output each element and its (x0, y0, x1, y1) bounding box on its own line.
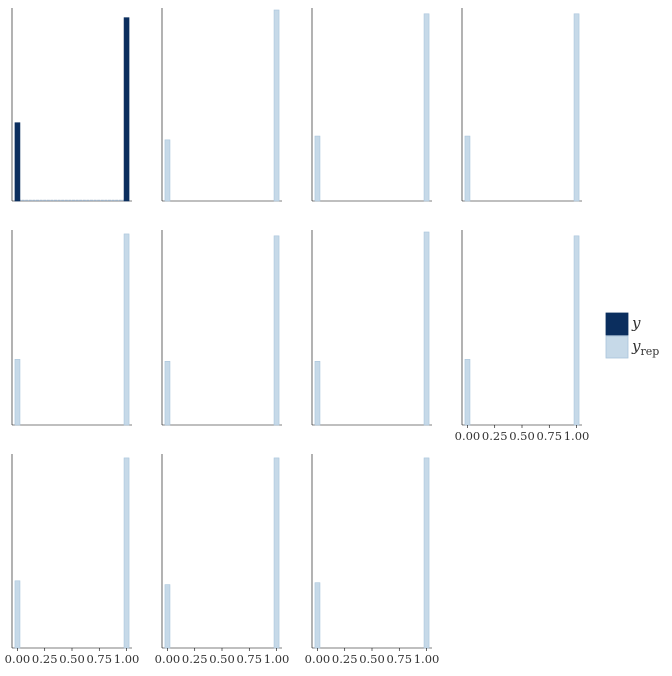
panel-7 (311, 230, 432, 426)
x-tick-label: 0.75 (386, 652, 412, 666)
legend: y yrep (605, 312, 659, 359)
empty-bin (64, 199, 68, 201)
panel-5 (11, 230, 132, 426)
legend-key-y (605, 312, 629, 336)
empty-bin (28, 199, 32, 201)
bar-zero (14, 580, 21, 649)
bar-one (273, 9, 280, 202)
empty-bin (97, 199, 101, 201)
empty-bin (46, 199, 50, 201)
x-tick-label: 0.25 (182, 652, 208, 666)
empty-bin (61, 199, 65, 201)
empty-bin (72, 199, 75, 201)
x-tick-label: 1.00 (414, 652, 440, 666)
panel-4 (461, 8, 582, 202)
legend-label-y: y (631, 314, 641, 332)
empty-bin (57, 199, 61, 201)
bar-one (123, 457, 130, 649)
bar-one (123, 17, 130, 202)
bar-zero (314, 582, 321, 649)
panel-1 (11, 8, 132, 202)
empty-bin (32, 199, 36, 201)
bar-one (273, 457, 280, 649)
empty-bin (86, 199, 90, 201)
x-tick-label: 0.50 (59, 652, 85, 666)
empty-bin (111, 199, 115, 201)
legend-subscript: rep (640, 345, 659, 358)
bar-one (573, 235, 580, 426)
panel-6 (161, 230, 282, 426)
panel-2 (161, 8, 282, 202)
empty-bin (75, 199, 79, 201)
x-tick-label: 0.75 (236, 652, 262, 666)
panel-3 (311, 8, 432, 202)
x-tick-label: 1.00 (564, 429, 590, 443)
panel-11: 0.00 0.25 0.50 0.75 1.00 (305, 454, 440, 666)
x-tick-label: 0.50 (509, 429, 535, 443)
bar-zero (464, 135, 471, 202)
x-tick-label: 0.75 (86, 652, 112, 666)
bar-zero (164, 584, 171, 649)
bar-zero (14, 122, 21, 202)
empty-bin (100, 199, 104, 201)
x-tick-label: 0.25 (332, 652, 358, 666)
empty-bin (79, 199, 83, 201)
panel-9: 0.00 0.25 0.50 0.75 1.00 (5, 454, 140, 666)
legend-key-yrep (605, 335, 629, 359)
empty-bin (82, 199, 86, 201)
panel-10: 0.00 0.25 0.50 0.75 1.00 (155, 454, 290, 666)
bar-zero (464, 359, 471, 426)
bar-zero (14, 359, 21, 426)
empty-bin (104, 199, 108, 201)
x-tick-label: 0.25 (32, 652, 58, 666)
empty-bin (90, 199, 93, 201)
x-tick-label: 0.00 (455, 429, 481, 443)
empty-bin (93, 199, 97, 201)
x-tick-label: 0.00 (5, 652, 31, 666)
empty-bin (68, 199, 72, 201)
empty-bin (108, 199, 111, 201)
x-tick-label: 1.00 (264, 652, 290, 666)
empty-bin (50, 199, 54, 201)
bar-one (423, 13, 430, 202)
empty-bin (54, 199, 57, 201)
empty-bin (39, 199, 43, 201)
empty-bin (21, 199, 25, 201)
bar-one (573, 13, 580, 202)
x-tick-label: 0.00 (305, 652, 331, 666)
empty-bin (25, 199, 29, 201)
bar-one (423, 231, 430, 426)
bar-one (123, 233, 130, 426)
x-tick-label: 0.25 (482, 429, 508, 443)
bar-zero (314, 135, 321, 202)
x-tick-label: 0.00 (155, 652, 181, 666)
x-tick-label: 0.75 (536, 429, 562, 443)
bar-one (423, 457, 430, 649)
bar-zero (164, 361, 171, 426)
x-tick-label: 0.50 (209, 652, 235, 666)
legend-label-yrep: yrep (631, 337, 659, 358)
empty-bin (43, 199, 47, 201)
x-tick-label: 0.50 (359, 652, 385, 666)
empty-bin (118, 199, 122, 201)
bar-zero (314, 361, 321, 426)
x-tick-label: 1.00 (114, 652, 140, 666)
empty-bin (36, 199, 39, 201)
bar-zero (164, 139, 171, 202)
bar-one (273, 235, 280, 426)
panel-8: 0.00 0.25 0.50 0.75 1.00 (455, 230, 590, 443)
empty-bin (115, 199, 119, 201)
